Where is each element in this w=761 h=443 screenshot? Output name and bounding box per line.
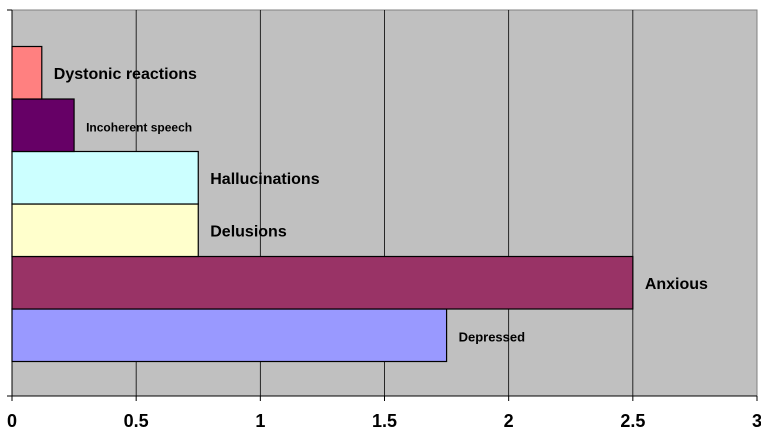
data-label: Dystonic reactions <box>54 66 197 83</box>
data-label: Depressed <box>459 329 526 344</box>
data-label: Anxious <box>645 276 708 293</box>
bar-hallucinations <box>11 150 199 205</box>
data-labels: Depressed Anxious Delusions Hallucinations I… <box>54 66 708 345</box>
data-label: Incoherent speech <box>86 120 192 134</box>
x-tick-label: 1 <box>255 411 265 431</box>
x-axis: 0 0.5 1 1.5 2 2.5 3 <box>7 9 761 431</box>
x-tick-label: 0 <box>7 411 17 431</box>
bar-delusions <box>11 203 199 258</box>
x-tick-label: 2 <box>504 411 514 431</box>
data-label: Hallucinations <box>210 171 319 188</box>
bar-depressed <box>11 308 448 363</box>
x-tick-label: 2.5 <box>620 411 645 431</box>
bar-anxious <box>11 255 634 310</box>
x-tick-label: 1.5 <box>372 411 397 431</box>
data-label: Delusions <box>210 223 287 240</box>
x-tick-label: 3 <box>752 411 761 431</box>
bar-dystonic-reactions <box>11 45 43 100</box>
x-tick-label: 0.5 <box>124 411 149 431</box>
bar-incoherent-speech <box>11 98 75 153</box>
